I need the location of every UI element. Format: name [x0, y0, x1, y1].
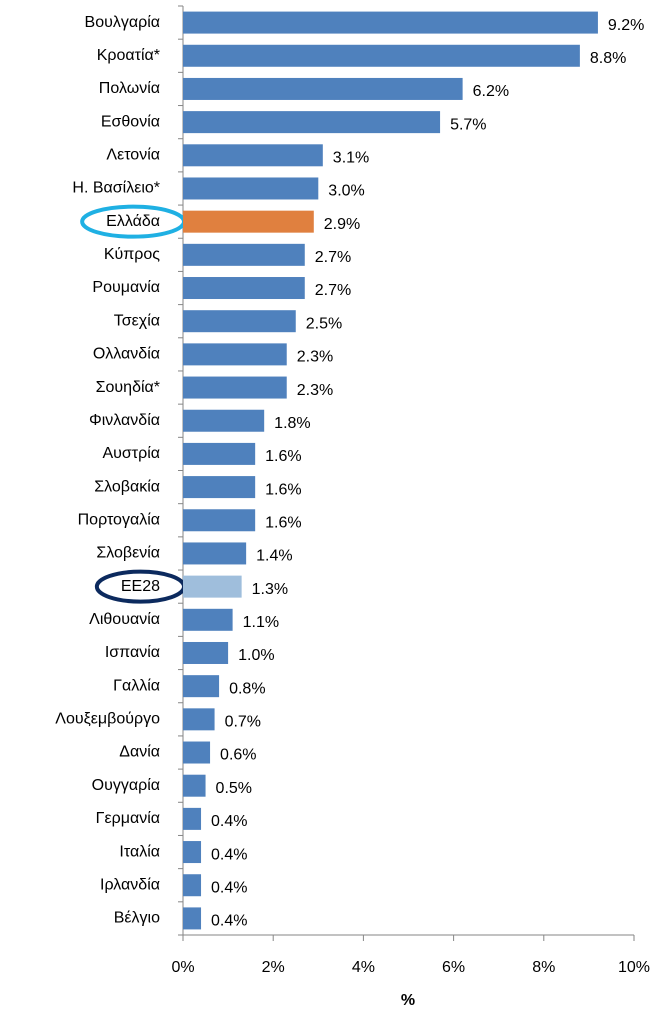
value-label: 1.8%	[274, 415, 310, 432]
bar	[183, 44, 580, 67]
value-label: 1.6%	[265, 481, 301, 498]
x-tick-label: 4%	[352, 959, 375, 976]
value-label: 1.0%	[238, 647, 274, 664]
y-tick-label: Σλοβενία	[96, 545, 160, 562]
y-tick-label: Ρουμανία	[92, 279, 160, 296]
bar	[183, 442, 256, 465]
value-label: 1.6%	[265, 514, 301, 531]
bar	[183, 774, 206, 797]
y-tick-label: Ουγγαρία	[92, 777, 160, 794]
bar	[183, 841, 202, 864]
value-label: 0.7%	[225, 714, 261, 731]
value-label: 0.6%	[220, 747, 256, 764]
value-label: 9.2%	[608, 17, 644, 34]
bar	[183, 243, 305, 266]
y-tick-label: Γερμανία	[96, 810, 160, 827]
x-tick-label: 2%	[262, 959, 285, 976]
bar	[183, 708, 215, 731]
value-label: 2.5%	[306, 315, 342, 332]
x-tick-label: 6%	[442, 959, 465, 976]
y-tick-label: Λουξεμβούργο	[55, 711, 160, 728]
y-tick-label: Η. Βασίλειο*	[72, 180, 160, 197]
y-tick-label: Ισπανία	[105, 644, 160, 661]
value-label: 2.7%	[315, 249, 351, 266]
bar	[183, 476, 256, 499]
y-tick-label: Λετονία	[106, 147, 160, 164]
value-label: 1.1%	[243, 614, 279, 631]
value-label: 1.3%	[252, 581, 288, 598]
value-label: 0.8%	[229, 680, 265, 697]
bar	[183, 675, 220, 698]
value-label: 3.1%	[333, 150, 369, 167]
value-label: 2.9%	[324, 216, 360, 233]
y-tick-label: Ιρλανδία	[100, 876, 160, 893]
value-label: 6.2%	[473, 83, 509, 100]
bar	[183, 542, 247, 565]
value-label: 0.5%	[216, 780, 252, 797]
y-tick-label: ΕΕ28	[121, 578, 160, 595]
y-tick-label: Ολλανδία	[93, 346, 160, 363]
value-label: 2.3%	[297, 382, 333, 399]
value-label: 0.4%	[211, 846, 247, 863]
bar	[183, 277, 305, 300]
bar	[183, 210, 314, 233]
bar	[183, 874, 202, 897]
bar	[183, 310, 296, 333]
value-label: 0.4%	[211, 879, 247, 896]
y-tick-label: Κύπρος	[104, 246, 160, 263]
value-label: 8.8%	[590, 50, 626, 67]
y-tick-label: Βουλγαρία	[85, 14, 160, 31]
bar	[183, 907, 202, 930]
x-axis-label: %	[401, 992, 415, 1009]
bar	[183, 807, 202, 830]
bar	[183, 376, 287, 399]
y-tick-label: Τσεχία	[114, 312, 160, 329]
y-tick-label: Κροατία*	[97, 47, 160, 64]
y-tick-label: Πορτογαλία	[78, 511, 160, 528]
y-tick-label: Δανία	[119, 744, 160, 761]
x-tick-label: 10%	[618, 959, 650, 976]
bar	[183, 575, 242, 598]
y-tick-label: Λιθουανία	[89, 611, 160, 628]
bar	[183, 77, 463, 100]
bar	[183, 144, 323, 167]
y-tick-label: Ελλάδα	[106, 213, 160, 230]
y-tick-label: Ιταλία	[119, 843, 160, 860]
value-label: 5.7%	[450, 116, 486, 133]
value-label: 1.6%	[265, 448, 301, 465]
y-tick-label: Εσθονία	[101, 113, 160, 130]
y-tick-label: Σουηδία*	[96, 379, 160, 396]
y-tick-label: Αυστρία	[102, 445, 160, 462]
x-tick-label: 0%	[171, 959, 194, 976]
value-label: 0.4%	[211, 913, 247, 930]
value-label: 3.0%	[328, 183, 364, 200]
y-tick-label: Σλοβακία	[94, 478, 160, 495]
value-label: 0.4%	[211, 813, 247, 830]
bar	[183, 177, 319, 200]
bar	[183, 608, 233, 631]
bar	[183, 641, 229, 664]
value-label: 1.4%	[256, 548, 292, 565]
y-tick-label: Βέλγιο	[114, 910, 160, 927]
x-tick-label: 8%	[532, 959, 555, 976]
y-tick-label: Πολωνία	[99, 80, 160, 97]
bar	[183, 509, 256, 532]
bar	[183, 343, 287, 366]
y-tick-label: Φινλανδία	[89, 412, 160, 429]
value-label: 2.7%	[315, 282, 351, 299]
y-tick-label: Γαλλία	[113, 677, 160, 694]
bar	[183, 409, 265, 432]
bar	[183, 741, 211, 764]
bar	[183, 111, 441, 134]
value-label: 2.3%	[297, 349, 333, 366]
bar	[183, 11, 598, 34]
